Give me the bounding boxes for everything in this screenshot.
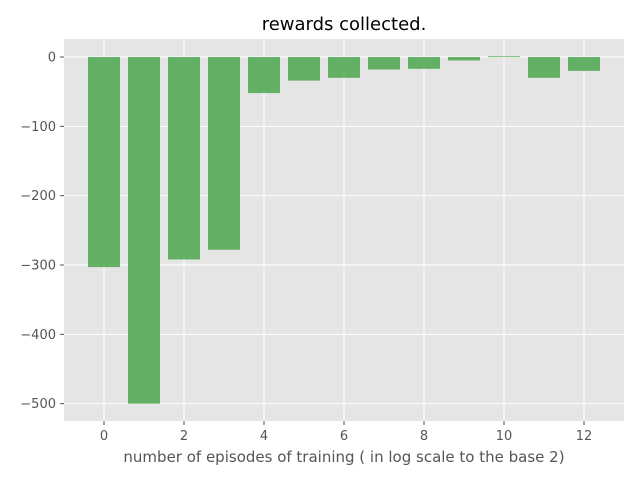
bar <box>528 57 560 78</box>
x-tick-label: 0 <box>100 429 108 444</box>
bar <box>328 57 360 78</box>
bar <box>568 57 600 71</box>
x-tick-label: 12 <box>576 429 593 444</box>
bar <box>408 57 440 69</box>
y-tick-label: −100 <box>20 120 56 135</box>
bar <box>488 56 520 58</box>
bars <box>88 56 600 404</box>
bar <box>88 57 120 268</box>
chart-title: rewards collected. <box>262 14 427 35</box>
x-tick-label: 6 <box>340 429 348 444</box>
bar <box>248 57 280 94</box>
y-tick-label: −400 <box>20 328 56 343</box>
x-axis-label: number of episodes of training ( in log … <box>123 448 564 466</box>
x-tick-label: 2 <box>180 429 188 444</box>
y-axis-ticks: 0 −100 −200 −300 −400 −500 <box>20 51 64 412</box>
x-tick-label: 8 <box>420 429 428 444</box>
x-axis-ticks: 0 2 4 6 8 10 12 <box>100 421 592 444</box>
y-tick-label: 0 <box>48 51 56 66</box>
bar <box>288 57 320 81</box>
y-tick-label: −200 <box>20 189 56 204</box>
y-tick-label: −300 <box>20 259 56 274</box>
x-tick-label: 4 <box>260 429 268 444</box>
x-tick-label: 10 <box>496 429 513 444</box>
bar <box>368 57 400 70</box>
y-tick-label: −500 <box>20 397 56 412</box>
bar <box>168 57 200 260</box>
bar <box>128 57 160 404</box>
bar <box>448 57 480 61</box>
bar <box>208 57 240 250</box>
